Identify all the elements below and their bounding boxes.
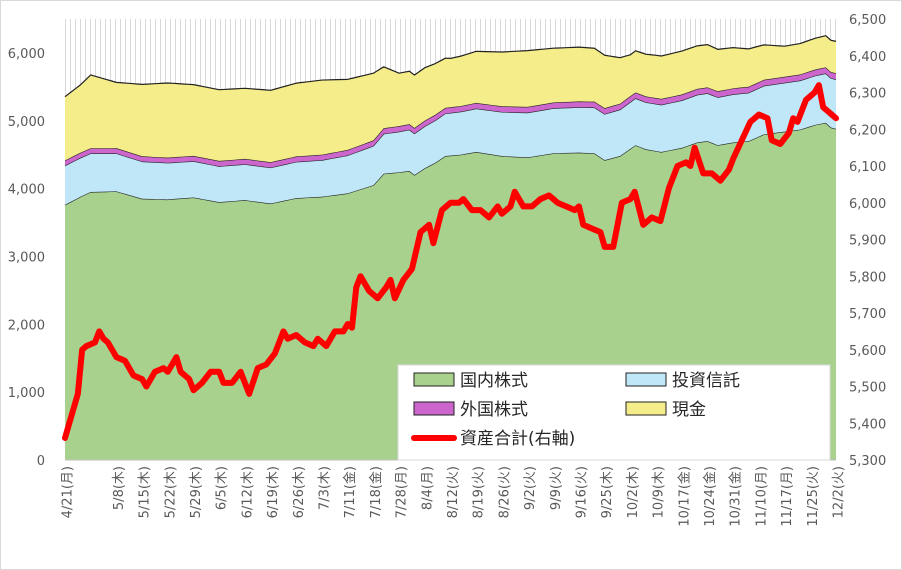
x-tick-label: 6/5(木) xyxy=(215,466,230,510)
x-tick-label: 7/3(木) xyxy=(318,466,333,510)
y-right-tick-label: 6,000 xyxy=(849,197,886,212)
x-tick-label: 9/2(火) xyxy=(523,466,538,510)
legend-box xyxy=(397,364,831,461)
area-series-3 xyxy=(65,67,836,168)
x-tick-label: 5/22(木) xyxy=(163,466,178,518)
legend-swatch xyxy=(413,372,455,387)
area-series-2 xyxy=(65,73,836,205)
y-left-tick-label: 3,000 xyxy=(8,250,45,265)
x-tick-label: 10/9(木) xyxy=(652,466,667,518)
legend-label: 外国株式 xyxy=(460,400,528,420)
y-right-tick-label: 6,400 xyxy=(849,50,886,65)
y-right-tick-label: 6,300 xyxy=(849,87,886,102)
legend-label: 国内株式 xyxy=(460,371,528,391)
y-right-tick-label: 5,500 xyxy=(849,381,886,396)
y-left-tick-label: 5,000 xyxy=(8,115,45,130)
y-left-tick-label: 2,000 xyxy=(8,318,45,333)
x-tick-label: 8/4(月) xyxy=(420,466,435,510)
x-tick-label: 10/24(金) xyxy=(702,466,718,527)
legend-label: 資産合計(右軸) xyxy=(460,429,575,449)
x-tick-label: 11/10(月) xyxy=(754,466,769,527)
legend-label: 投資信託 xyxy=(672,371,740,391)
x-tick-label: 7/11(金) xyxy=(342,466,358,518)
legend-swatch xyxy=(625,401,667,416)
area-series-4-edge xyxy=(64,35,837,98)
y-left-tick-label: 4,000 xyxy=(8,183,45,198)
x-tick-label: 5/29(木) xyxy=(189,466,204,518)
x-tick-label: 5/15(木) xyxy=(138,466,153,518)
y-right-tick-label: 6,100 xyxy=(849,160,886,175)
y-right-tick-label: 5,900 xyxy=(849,234,886,249)
x-tick-label: 8/26(火) xyxy=(497,466,512,518)
legend-swatch xyxy=(625,372,667,387)
y-right-tick-label: 5,600 xyxy=(849,344,886,359)
x-tick-label: 10/31(金) xyxy=(728,466,744,527)
y-left-tick-label: 1,000 xyxy=(8,386,45,401)
x-tick-label: 4/21(月) xyxy=(61,466,76,518)
x-tick-label: 10/2(木) xyxy=(626,466,641,518)
legend-label: 現金 xyxy=(672,400,706,420)
line-series-total xyxy=(62,82,839,441)
y-right-tick-label: 6,500 xyxy=(849,13,886,28)
y-right-tick-label: 6,200 xyxy=(849,123,886,138)
x-tick-label: 11/17(月) xyxy=(780,466,795,527)
x-tick-label: 7/18(金) xyxy=(368,466,384,518)
x-tick-label: 7/28(月) xyxy=(395,466,410,518)
legend-swatch xyxy=(413,401,455,416)
y-left-tick-label: 0 xyxy=(37,454,45,469)
x-tick-label: 9/9(火) xyxy=(549,466,564,510)
x-tick-label: 9/25(木) xyxy=(600,466,615,518)
x-tick-label: 5/8(木) xyxy=(112,466,127,510)
x-tick-label: 8/19(火) xyxy=(472,466,487,518)
y-right-tick-label: 5,400 xyxy=(849,417,886,432)
x-tick-label: 12/2(火) xyxy=(832,466,847,518)
area-series-4 xyxy=(65,35,836,163)
x-tick-label: 8/12(火) xyxy=(446,466,461,518)
y-right-tick-label: 5,300 xyxy=(849,454,886,469)
x-tick-label: 6/19(木) xyxy=(266,466,281,518)
x-tick-label: 11/25(火) xyxy=(806,466,821,527)
x-tick-label: 6/26(木) xyxy=(292,466,307,518)
x-tick-label: 9/16(火) xyxy=(575,466,590,518)
y-left-tick-label: 6,000 xyxy=(8,47,45,62)
y-right-tick-label: 5,700 xyxy=(849,307,886,322)
y-right-tick-label: 5,800 xyxy=(849,270,886,285)
x-tick-label: 6/12(木) xyxy=(240,466,255,518)
x-tick-label: 10/17(金) xyxy=(676,466,692,527)
